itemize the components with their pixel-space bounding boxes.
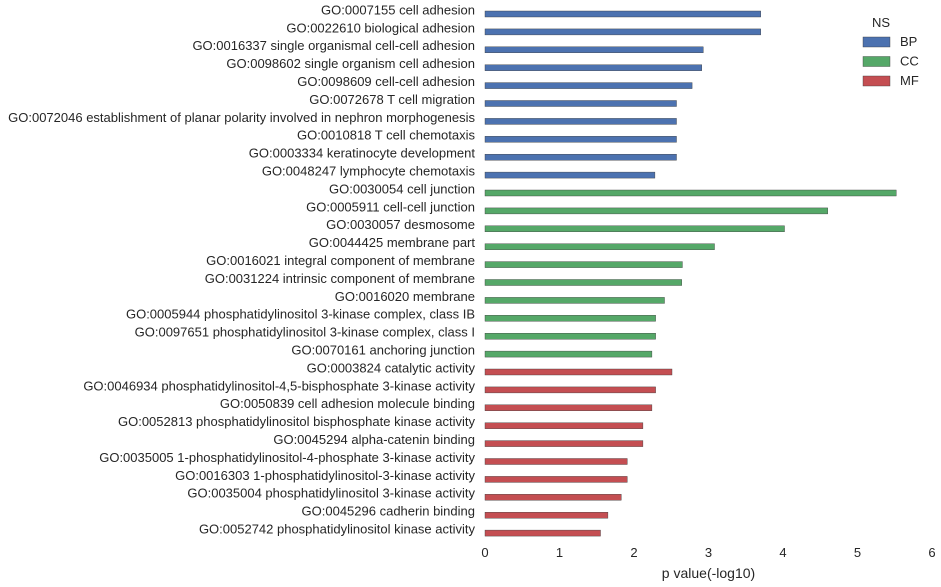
bar-bp <box>484 136 677 143</box>
category-label: GO:0046934 phosphatidylinositol-4,5-bisp… <box>83 378 475 393</box>
bar-bp <box>484 64 703 71</box>
legend-label-cc: CC <box>900 54 919 69</box>
x-tick-label: 5 <box>854 545 861 560</box>
category-label: GO:0098609 cell-cell adhesion <box>297 74 475 89</box>
bar-mf <box>484 368 673 376</box>
bar-mf <box>484 476 628 483</box>
category-label: GO:0005944 phosphatidylinositol 3-kinase… <box>126 307 475 322</box>
bar-mf <box>484 512 609 519</box>
legend-swatch-cc <box>862 56 891 67</box>
category-label: GO:0030057 desmosome <box>326 217 475 232</box>
category-label: GO:0016337 single organismal cell-cell a… <box>192 38 475 53</box>
category-label: GO:0030054 cell junction <box>329 181 475 196</box>
bar-mf <box>484 422 644 429</box>
category-label: GO:0031224 intrinsic component of membra… <box>205 271 475 286</box>
bar-bp <box>484 171 656 179</box>
bar-cc <box>484 261 683 268</box>
category-label: GO:0016303 1-phosphatidylinositol-3-kina… <box>175 468 475 483</box>
category-label: GO:0016020 membrane <box>335 289 475 304</box>
category-label: GO:0052742 phosphatidylinositol kinase a… <box>199 522 476 537</box>
bar-mf <box>484 494 622 501</box>
legend-swatch-bp <box>862 36 891 48</box>
category-label: GO:0005911 cell-cell junction <box>306 199 475 214</box>
bar-cc <box>484 243 715 250</box>
x-tick-label: 2 <box>630 545 637 560</box>
category-label: GO:0045294 alpha-catenin binding <box>273 432 475 447</box>
bar-bp <box>484 10 761 18</box>
x-tick-label: 1 <box>556 545 563 560</box>
category-label: GO:0044425 membrane part <box>309 235 476 250</box>
category-label: GO:0035005 1-phosphatidylinositol-4-phos… <box>99 450 475 465</box>
category-label: GO:0098602 single organism cell adhesion <box>226 56 475 71</box>
x-tick-label: 3 <box>705 545 712 560</box>
bar-cc <box>484 225 785 233</box>
bar-bp <box>484 118 677 125</box>
category-label: GO:0048247 lymphocyte chemotaxis <box>262 164 476 179</box>
category-labels: GO:0007155 cell adhesion GO:0022610 biolo… <box>8 2 475 536</box>
category-label: GO:0097651 phosphatidylinositol 3-kinase… <box>135 325 475 340</box>
bar-cc <box>484 297 665 304</box>
bar-mf <box>484 440 644 447</box>
bars-layer <box>484 10 897 537</box>
category-label: GO:0022610 biological adhesion <box>286 20 475 35</box>
legend-label-mf: MF <box>900 73 919 88</box>
bar-cc <box>484 279 682 286</box>
bar-cc <box>484 207 828 215</box>
bar-cc <box>484 333 656 340</box>
legend: NS BP CC MF <box>862 15 919 88</box>
bar-mf <box>484 458 628 465</box>
bar-mf <box>484 404 653 411</box>
category-label: GO:0072678 T cell migration <box>309 92 475 107</box>
category-label: GO:0003334 keratinocyte development <box>249 146 476 161</box>
bar-bp <box>484 153 677 161</box>
category-label: GO:0035004 phosphatidylinositol 3-kinase… <box>187 486 475 501</box>
x-axis-title: p value(-log10) <box>662 565 755 581</box>
legend-label-bp: BP <box>900 34 917 49</box>
bar-cc <box>484 189 897 197</box>
bar-bp <box>484 28 761 36</box>
bar-cc <box>484 350 653 358</box>
legend-title: NS <box>872 15 890 30</box>
category-label: GO:0007155 cell adhesion <box>321 2 475 17</box>
bar-mf <box>484 386 656 394</box>
x-tick-label: 6 <box>928 545 935 560</box>
category-label: GO:0070161 anchoring junction <box>291 343 475 358</box>
bar-bp <box>484 46 704 53</box>
category-label: GO:0045296 cadherin binding <box>302 504 475 519</box>
category-label: GO:0010818 T cell chemotaxis <box>297 128 476 143</box>
category-label: GO:0016021 integral component of membran… <box>206 253 475 268</box>
category-label: GO:0072046 establishment of planar polar… <box>8 110 475 125</box>
bar-cc <box>484 315 656 322</box>
x-tick-label: 4 <box>779 545 786 560</box>
legend-swatch-mf <box>862 75 891 87</box>
bar-bp <box>484 100 677 107</box>
bar-mf <box>484 529 601 537</box>
category-label: GO:0052813 phosphatidylinositol bisphosp… <box>118 414 476 429</box>
x-axis: 0 1 2 3 4 5 6 <box>481 545 935 560</box>
category-label: GO:0003824 catalytic activity <box>307 360 476 375</box>
category-label: GO:0050839 cell adhesion molecule bindin… <box>220 396 475 411</box>
bar-bp <box>484 82 693 89</box>
x-tick-label: 0 <box>481 545 488 560</box>
